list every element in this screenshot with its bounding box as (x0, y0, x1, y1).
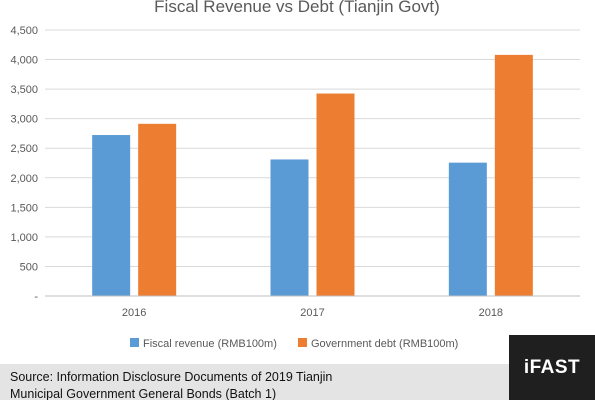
bar (316, 93, 355, 297)
x-tick-label: 2016 (122, 307, 146, 319)
y-tick-label: - (34, 291, 38, 303)
legend-label: Government debt (RMB100m) (311, 338, 458, 350)
source-footer: Source: Information Disclosure Documents… (0, 364, 595, 400)
y-tick-label: 3,500 (10, 84, 38, 96)
y-tick-label: 3,000 (10, 114, 38, 126)
source-text: Source: Information Disclosure Documents… (10, 370, 333, 400)
bar (270, 159, 309, 296)
y-tick-label: 1,500 (10, 202, 38, 214)
y-tick-label: 4,000 (10, 55, 38, 67)
legend-swatch (130, 338, 139, 347)
bar (138, 123, 177, 297)
gridlines (45, 29, 580, 267)
bar (92, 135, 131, 296)
y-tick-label: 2,000 (10, 173, 38, 185)
y-tick-label: 4,500 (10, 25, 38, 37)
bar-chart: Fiscal Revenue vs Debt (Tianjin Govt) - 5… (10, 0, 580, 350)
chart-title: Fiscal Revenue vs Debt (Tianjin Govt) (154, 0, 440, 16)
legend-swatch (298, 338, 307, 347)
x-axis-tick-labels: 2016 2017 2018 (122, 307, 503, 319)
ifast-logo: iFAST (509, 335, 595, 400)
bar (494, 54, 533, 297)
y-axis-tick-labels: - 500 1,000 1,500 2,000 2,500 3,000 3,500 4,000 4… (10, 25, 38, 303)
bar (448, 162, 487, 296)
legend: Fiscal revenue (RMB100m) Government debt … (130, 338, 458, 350)
y-tick-label: 500 (20, 261, 38, 273)
legend-label: Fiscal revenue (RMB100m) (143, 338, 277, 350)
y-tick-label: 2,500 (10, 143, 38, 155)
x-tick-label: 2017 (300, 307, 324, 319)
x-tick-label: 2018 (479, 307, 503, 319)
bars (92, 54, 533, 297)
y-tick-label: 1,000 (10, 232, 38, 244)
